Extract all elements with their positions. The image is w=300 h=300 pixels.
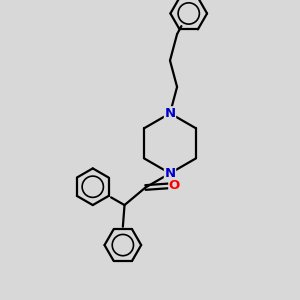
Text: N: N bbox=[164, 107, 175, 120]
Text: O: O bbox=[169, 179, 180, 192]
Text: N: N bbox=[164, 167, 175, 180]
